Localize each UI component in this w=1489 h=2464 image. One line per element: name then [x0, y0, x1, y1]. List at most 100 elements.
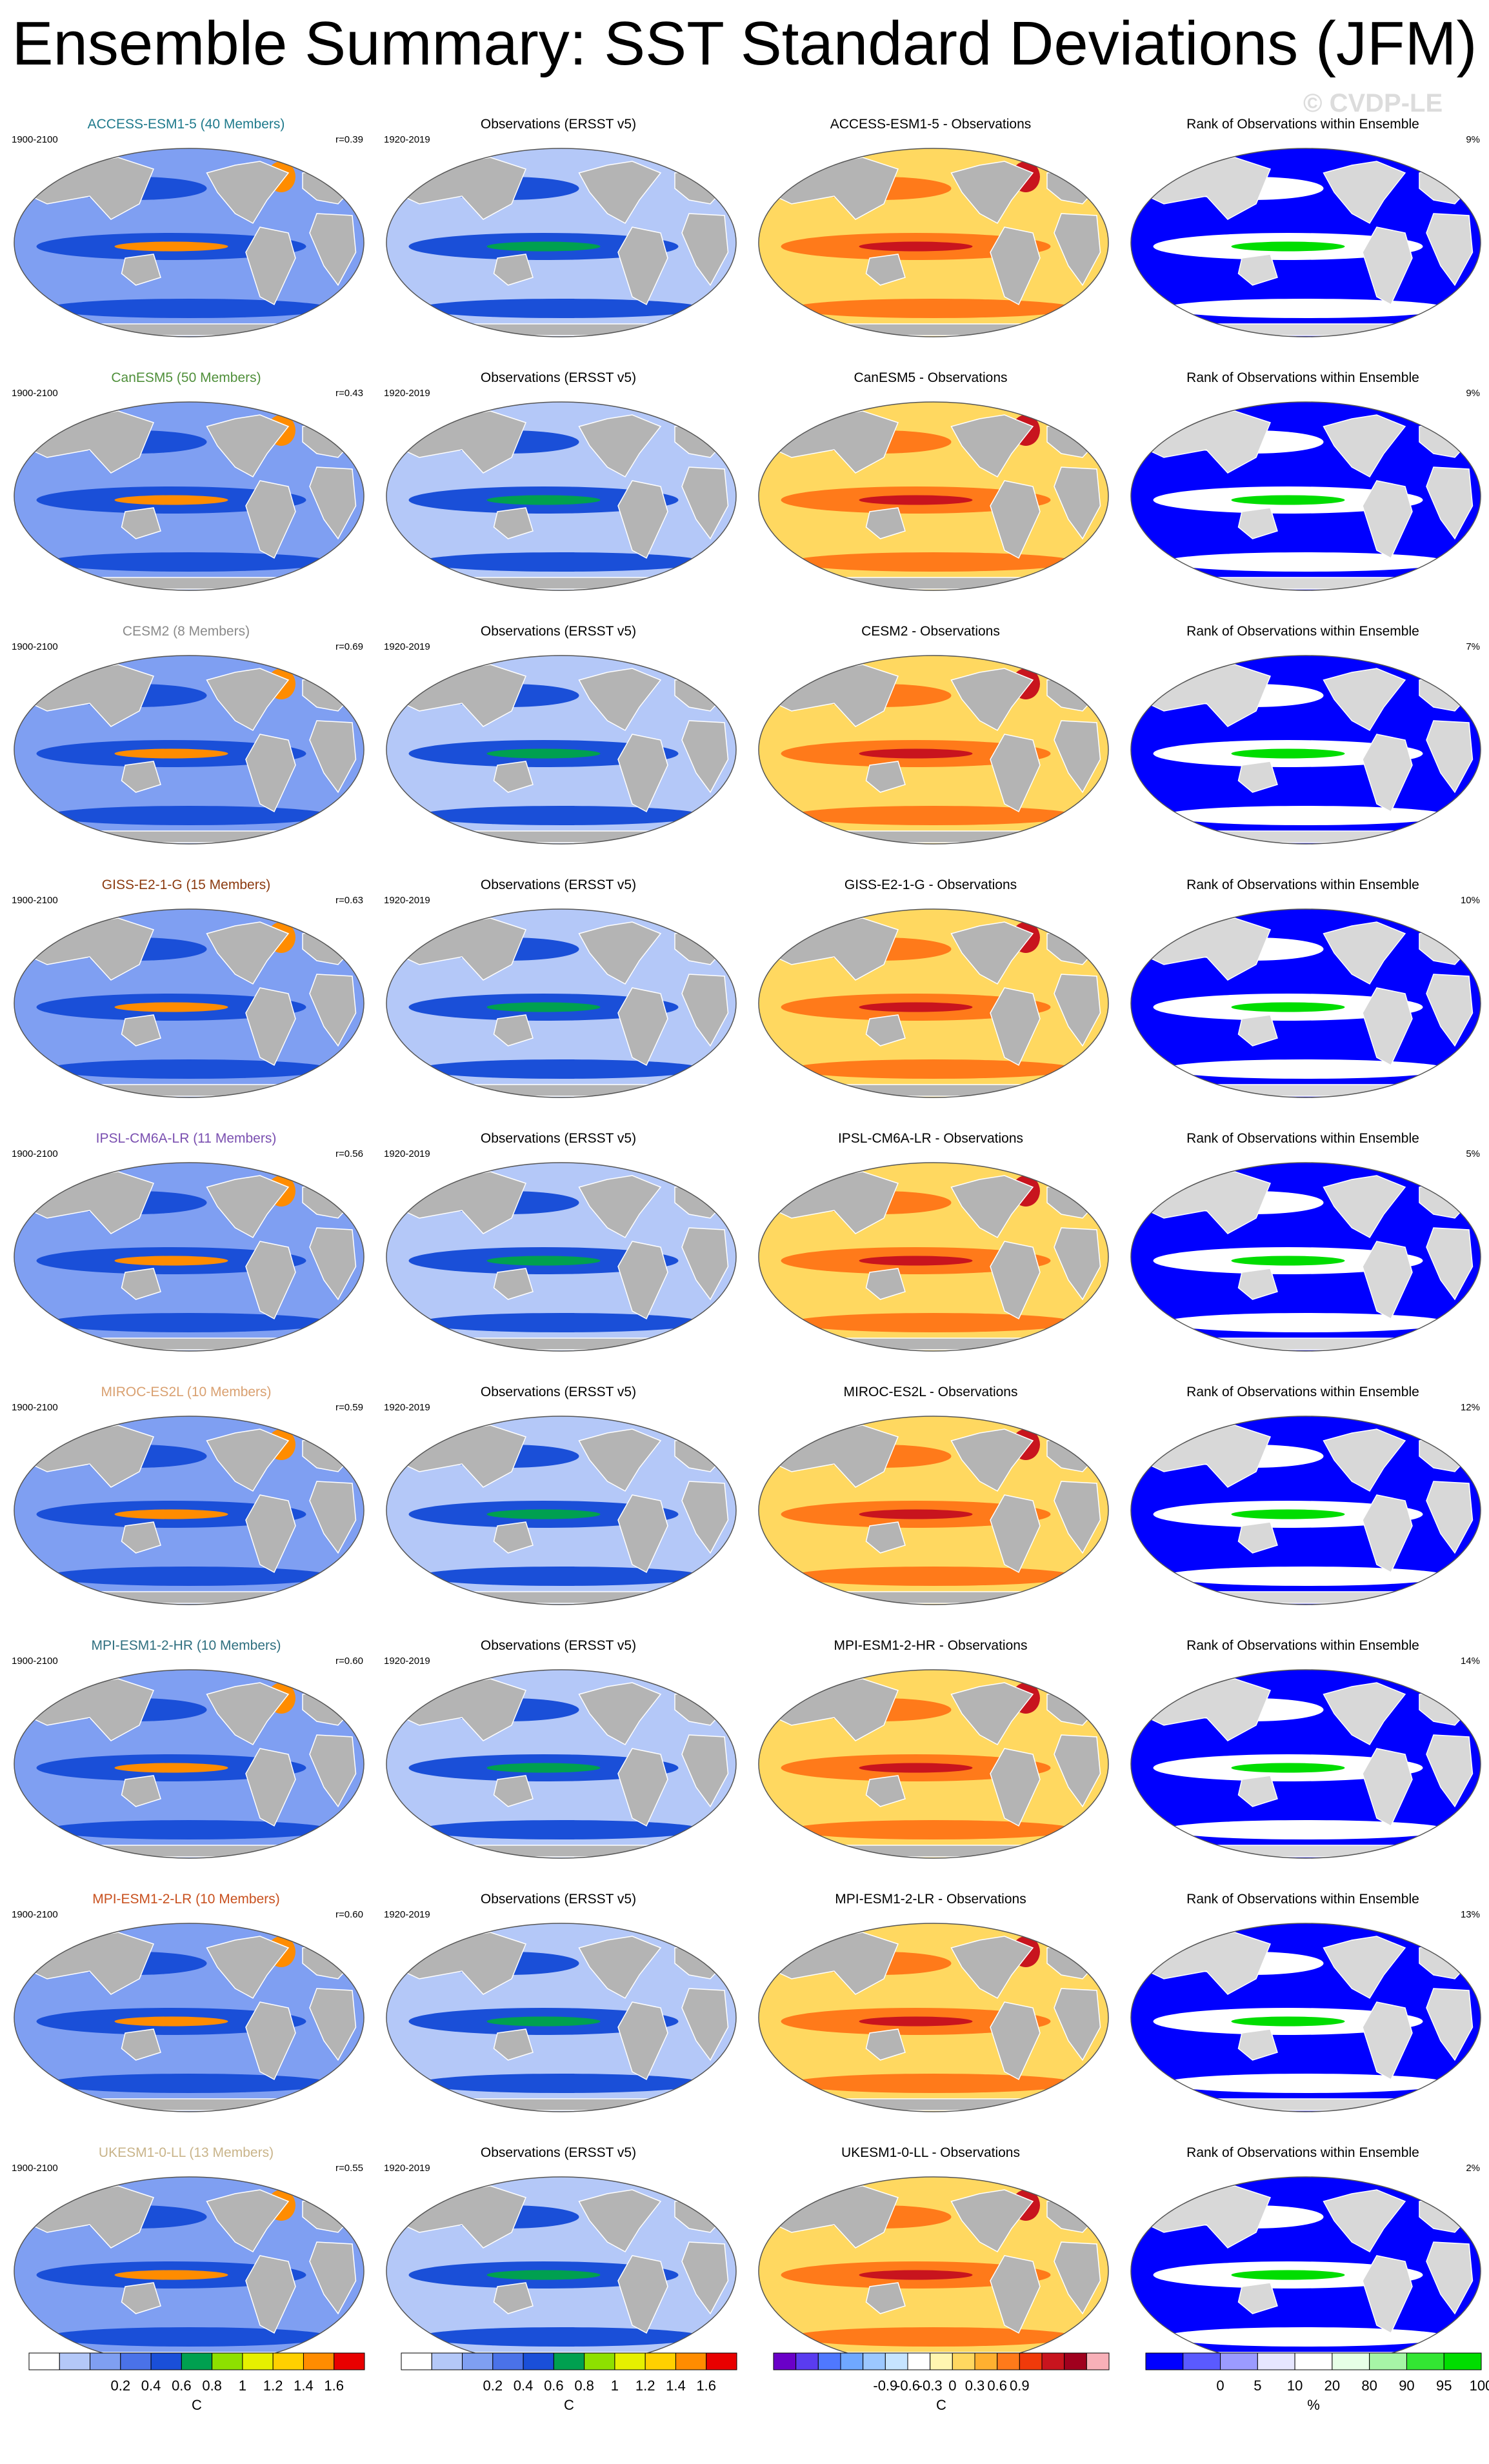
panel-access-esm1-5-model: ACCESS-ESM1-5 (40 Members) 1900-2100 r=0.3…: [0, 116, 372, 370]
panel-title: Rank of Observations within Ensemble: [1186, 1385, 1419, 1399]
panel-title: Observations (ERSST v5): [480, 1131, 637, 1146]
world-map-obs: [386, 401, 737, 591]
panel-giss-e2-1-g-diff: GISS-E2-1-G - Observations: [744, 877, 1117, 1130]
colorbar-swatch: [884, 2352, 908, 2370]
world-map-obs: [386, 1162, 737, 1352]
correlation-label: r=0.43: [335, 388, 363, 399]
colorbar-swatch: [1064, 2352, 1087, 2370]
colorbar-swatch: [1443, 2352, 1482, 2370]
colorbar-swatch: [492, 2352, 524, 2370]
panel-miroc-es2l-rank: Rank of Observations within Ensemble 12%: [1117, 1384, 1489, 1638]
world-map-model: [14, 655, 365, 845]
correlation-label: r=0.60: [335, 1909, 363, 1920]
rank-percent-label: 14%: [1460, 1656, 1480, 1667]
panel-title: GISS-E2-1-G - Observations: [844, 877, 1017, 892]
panel-miroc-es2l-obs: Observations (ERSST v5) 1920-2019: [372, 1384, 744, 1638]
rank-percent-label: 12%: [1460, 1402, 1480, 1413]
colorbar-swatch: [242, 2352, 274, 2370]
period-label: 1900-2100: [12, 134, 58, 145]
panel-title: ACCESS-ESM1-5 - Observations: [830, 117, 1032, 132]
panel-title: MIROC-ES2L (10 Members): [101, 1385, 272, 1399]
panel-title: Observations (ERSST v5): [480, 1385, 637, 1399]
panel-ipsl-cm6a-lr-rank: Rank of Observations within Ensemble 5%: [1117, 1130, 1489, 1384]
world-map-diff: [758, 401, 1109, 591]
colorbar-unit-label: C: [936, 2397, 946, 2413]
colorbar-swatch: [952, 2352, 975, 2370]
world-map-diff: [758, 148, 1109, 337]
colorbar-swatch: [795, 2352, 819, 2370]
colorbar-tick-label: 1.2: [263, 2378, 283, 2394]
colorbar-model: 0.2 0.4 0.6 0.8 1 1.2 1.4 1.6 C: [26, 2352, 368, 2449]
world-map-model: [14, 1923, 365, 2112]
correlation-label: r=0.39: [335, 134, 363, 145]
panel-mpi-esm1-2-lr-obs: Observations (ERSST v5) 1920-2019: [372, 1891, 744, 2145]
colorbar-tick-label: 0.4: [141, 2378, 161, 2394]
panel-title: Observations (ERSST v5): [480, 1638, 637, 1653]
colorbar-swatch: [59, 2352, 91, 2370]
world-map-obs: [386, 908, 737, 1098]
colorbar-swatches: [28, 2352, 365, 2370]
world-map-diff: [758, 1162, 1109, 1352]
world-map-model: [14, 1416, 365, 1605]
colorbar-swatch: [614, 2352, 646, 2370]
world-map-diff: [758, 1923, 1109, 2112]
world-map-model: [14, 2176, 365, 2366]
panel-giss-e2-1-g-rank: Rank of Observations within Ensemble 10%: [1117, 877, 1489, 1130]
colorbar-swatch: [1369, 2352, 1407, 2370]
colorbar-swatch: [1257, 2352, 1295, 2370]
panel-cesm2-obs: Observations (ERSST v5) 1920-2019: [372, 623, 744, 877]
world-map-rank: [1130, 1162, 1481, 1352]
world-map-rank: [1130, 1923, 1481, 2112]
world-map-model: [14, 1669, 365, 1859]
colorbar-swatch: [334, 2352, 365, 2370]
panel-access-esm1-5-diff: ACCESS-ESM1-5 - Observations: [744, 116, 1117, 370]
rank-percent-label: 13%: [1460, 1909, 1480, 1920]
panel-access-esm1-5-obs: Observations (ERSST v5) 1920-2019: [372, 116, 744, 370]
colorbar-swatch: [1041, 2352, 1065, 2370]
panel-giss-e2-1-g-model: GISS-E2-1-G (15 Members) 1900-2100 r=0.63: [0, 877, 372, 1130]
colorbar-swatches: [1145, 2352, 1482, 2370]
panel-mpi-esm1-2-lr-model: MPI-ESM1-2-LR (10 Members) 1900-2100 r=0.6…: [0, 1891, 372, 2145]
panel-ipsl-cm6a-lr-obs: Observations (ERSST v5) 1920-2019: [372, 1130, 744, 1384]
colorbar-unit-label: %: [1307, 2397, 1320, 2413]
rank-percent-label: 10%: [1460, 895, 1480, 906]
world-map-diff: [758, 1416, 1109, 1605]
panel-mpi-esm1-2-hr-diff: MPI-ESM1-2-HR - Observations: [744, 1638, 1117, 1891]
world-map-rank: [1130, 148, 1481, 337]
world-map-obs: [386, 1669, 737, 1859]
panel-title: Rank of Observations within Ensemble: [1186, 2145, 1419, 2160]
panel-title: Observations (ERSST v5): [480, 2145, 637, 2160]
colorbar-swatch: [1145, 2352, 1184, 2370]
panel-access-esm1-5-rank: Rank of Observations within Ensemble 9%: [1117, 116, 1489, 370]
correlation-label: r=0.60: [335, 1656, 363, 1667]
colorbar-tick-label: 0.8: [574, 2378, 594, 2394]
world-map-obs: [386, 1416, 737, 1605]
world-map-rank: [1130, 1416, 1481, 1605]
colorbar-tick-label: 0.6: [172, 2378, 192, 2394]
period-label: 1900-2100: [12, 641, 58, 652]
period-label: 1900-2100: [12, 895, 58, 906]
colorbar-tick-label: -0.9: [873, 2378, 898, 2394]
correlation-label: r=0.69: [335, 641, 363, 652]
world-map-diff: [758, 908, 1109, 1098]
colorbar-tick-label: 1.4: [666, 2378, 686, 2394]
world-map-rank: [1130, 401, 1481, 591]
colorbar-swatch: [706, 2352, 737, 2370]
panel-title: Observations (ERSST v5): [480, 117, 637, 132]
rank-percent-label: 9%: [1466, 134, 1480, 145]
rank-percent-label: 7%: [1466, 641, 1480, 652]
colorbar-swatch: [120, 2352, 152, 2370]
panel-miroc-es2l-diff: MIROC-ES2L - Observations: [744, 1384, 1117, 1638]
world-map-model: [14, 908, 365, 1098]
panel-mpi-esm1-2-hr-rank: Rank of Observations within Ensemble 14%: [1117, 1638, 1489, 1891]
panel-title: Rank of Observations within Ensemble: [1186, 1131, 1419, 1146]
colorbar-swatch: [974, 2352, 998, 2370]
panel-title: MPI-ESM1-2-HR - Observations: [834, 1638, 1028, 1653]
panel-title: Observations (ERSST v5): [480, 1892, 637, 1907]
colorbar-swatch: [462, 2352, 494, 2370]
panel-title: CESM2 - Observations: [861, 624, 1000, 639]
panel-title: CanESM5 (50 Members): [111, 370, 261, 385]
panel-title: GISS-E2-1-G (15 Members): [101, 877, 271, 892]
colorbar-swatch: [773, 2352, 797, 2370]
colorbar-swatch: [303, 2352, 335, 2370]
